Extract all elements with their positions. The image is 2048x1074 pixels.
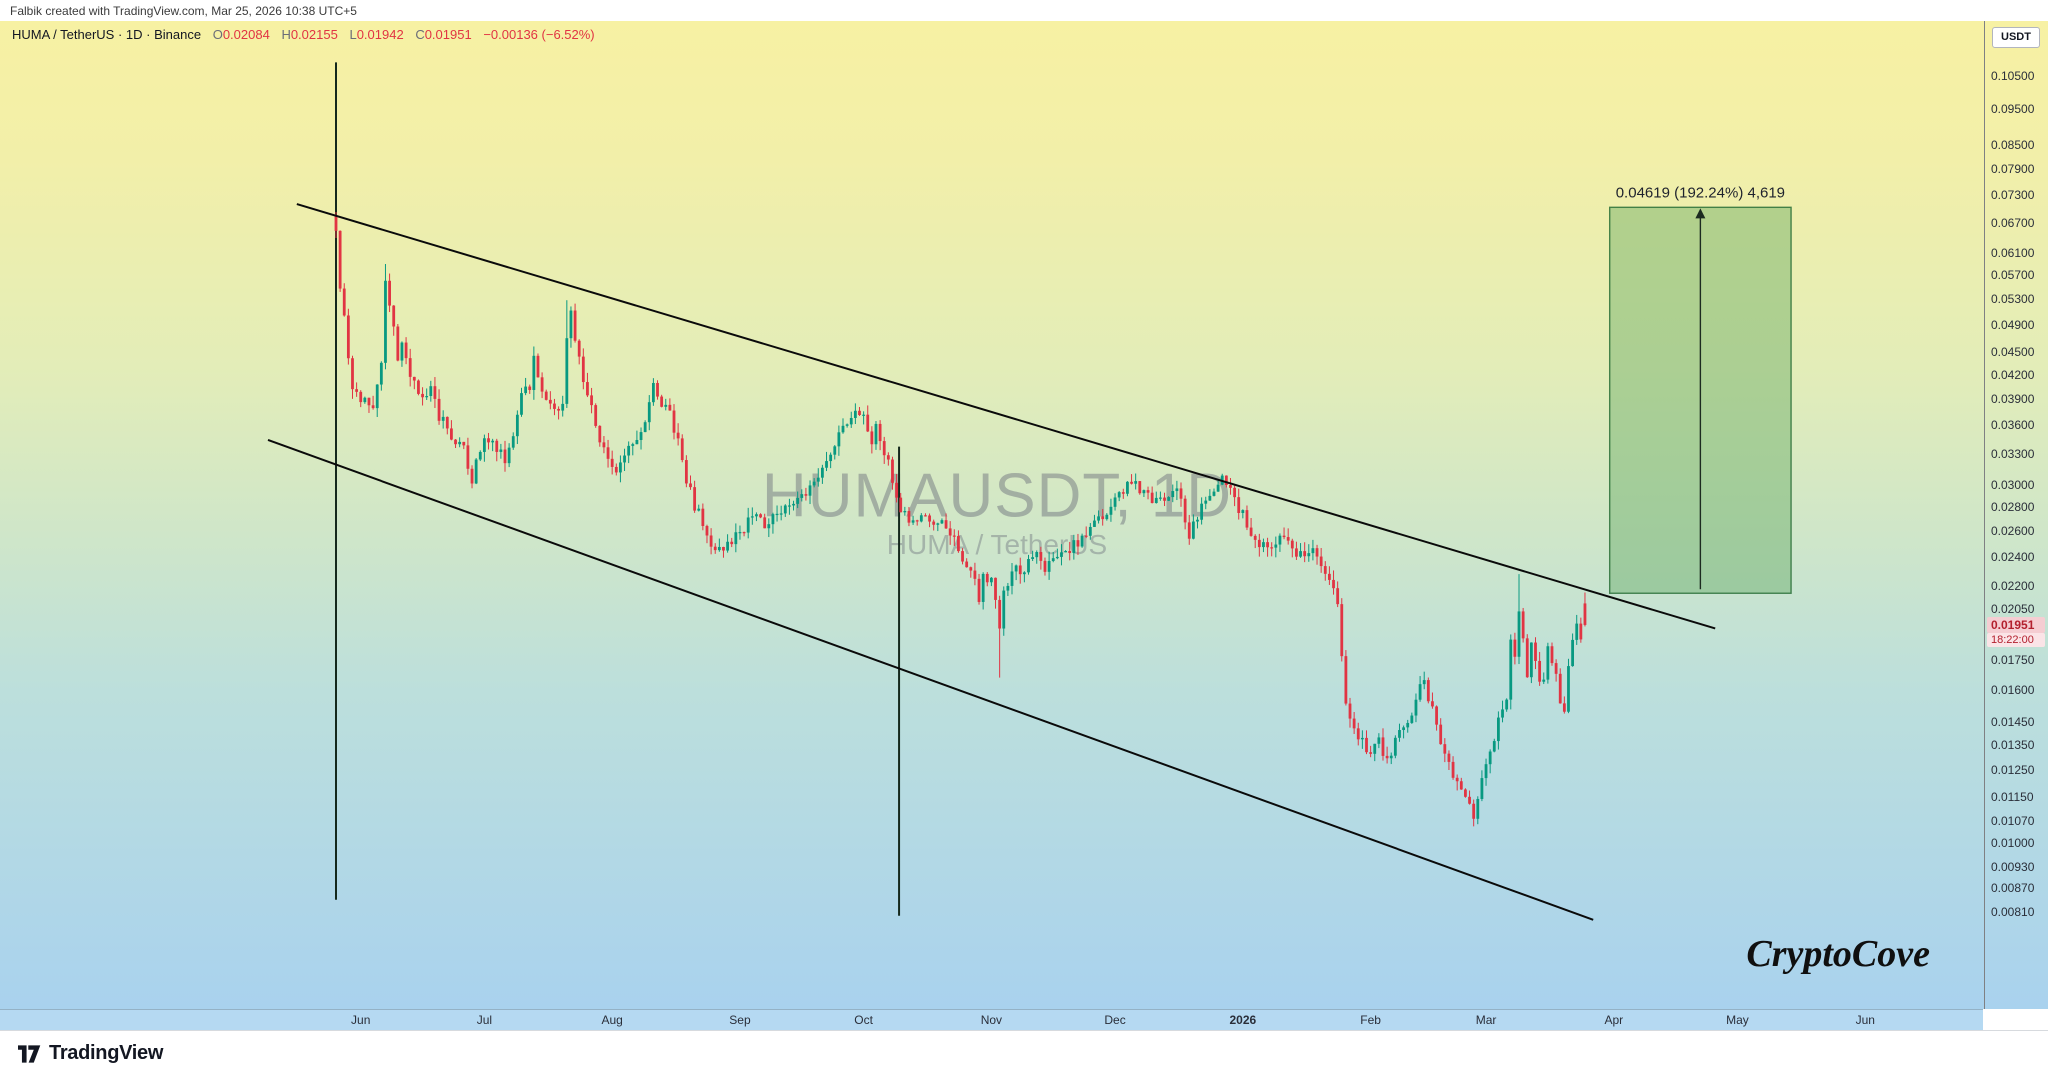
- price-tick: 0.09500: [1991, 101, 2035, 116]
- time-axis-label: Jun: [1855, 1013, 1875, 1027]
- price-tick: 0.00870: [1991, 881, 2035, 896]
- symbol-title[interactable]: HUMA / TetherUS · 1D · Binance: [12, 27, 202, 42]
- time-axis-label: Dec: [1104, 1013, 1126, 1027]
- price-tick: 0.02050: [1991, 601, 2035, 616]
- low-label: L: [349, 27, 357, 42]
- tradingview-logo-text: TradingView: [49, 1042, 164, 1064]
- price-tick: 0.03900: [1991, 392, 2035, 407]
- footer-bar: TradingView: [0, 1030, 2048, 1074]
- currency-toggle-button[interactable]: USDT: [1992, 27, 2040, 48]
- time-axis-label: 2026: [1229, 1013, 1257, 1027]
- time-axis-label: Mar: [1475, 1013, 1497, 1027]
- price-tick: 0.07900: [1991, 161, 2035, 176]
- symbol-header: HUMA / TetherUS · 1D · Binance O0.02084 …: [12, 27, 595, 42]
- price-tick: 0.01000: [1991, 835, 2035, 850]
- close-value: 0.01951: [424, 27, 472, 42]
- high-value: 0.02155: [290, 27, 338, 42]
- price-tick: 0.00810: [1991, 904, 2035, 919]
- price-tick: 0.06100: [1991, 246, 2035, 261]
- tradingview-logo[interactable]: TradingView: [18, 1042, 163, 1065]
- bar-countdown-badge: 18:22:00: [1987, 632, 2045, 647]
- price-tick: 0.00930: [1991, 859, 2035, 874]
- time-axis-label: Sep: [729, 1013, 751, 1027]
- price-tick: 0.04200: [1991, 367, 2035, 382]
- price-tick: 0.01350: [1991, 738, 2035, 753]
- time-axis-label: Feb: [1360, 1013, 1381, 1027]
- last-price-badge: 0.01951: [1987, 616, 2045, 633]
- time-axis-label: Nov: [980, 1013, 1003, 1027]
- change-value: −0.00136 (−6.52%): [483, 27, 595, 42]
- time-axis-label: May: [1726, 1013, 1749, 1027]
- price-tick: 0.03300: [1991, 446, 2035, 461]
- candlestick-series: [334, 212, 1587, 827]
- price-tick: 0.02200: [1991, 578, 2035, 593]
- time-axis[interactable]: Jun Jul Aug Sep Oct Nov Dec 2026 Feb Mar Apr May Jun: [0, 1009, 1983, 1031]
- price-tick: 0.08500: [1991, 137, 2035, 152]
- price-tick: 0.04500: [1991, 345, 2035, 360]
- price-tick: 0.01250: [1991, 763, 2035, 778]
- price-axis[interactable]: USDT 0.10500 0.09500 0.08500 0.07900 0.07300…: [1984, 21, 2048, 1009]
- price-tick: 0.01750: [1991, 653, 2035, 668]
- channel-upper-trendline[interactable]: [296, 203, 1716, 630]
- price-tick: 0.04900: [1991, 317, 2035, 332]
- price-tick: 0.06700: [1991, 215, 2035, 230]
- low-value: 0.01942: [356, 27, 404, 42]
- chart-gradient-background: [0, 21, 2048, 1009]
- price-tick: 0.05700: [1991, 268, 2035, 283]
- open-value: 0.02084: [222, 27, 270, 42]
- high-label: H: [281, 27, 291, 42]
- price-tick: 0.01070: [1991, 813, 2035, 828]
- price-tick: 0.05300: [1991, 291, 2035, 306]
- cryptocove-signature: CryptoCove: [1746, 933, 1930, 975]
- open-label: O: [212, 27, 223, 42]
- price-tick: 0.03000: [1991, 477, 2035, 492]
- projection-arrowhead: [1695, 208, 1706, 219]
- price-tick: 0.01450: [1991, 714, 2035, 729]
- price-tick: 0.10500: [1991, 69, 2035, 83]
- symbol-watermark-subtitle: HUMA / TetherUS: [886, 529, 1108, 560]
- time-axis-label: Jul: [476, 1013, 493, 1027]
- tradingview-logo-icon: [18, 1044, 42, 1063]
- price-tick: 0.01600: [1991, 682, 2035, 697]
- price-tick: 0.02800: [1991, 500, 2035, 515]
- time-axis-label: Apr: [1604, 1013, 1624, 1027]
- price-tick: 0.07300: [1991, 187, 2035, 202]
- price-tick: 0.02400: [1991, 550, 2035, 565]
- attribution-text: Falbik created with TradingView.com, Mar…: [10, 4, 357, 18]
- time-axis-label: Jun: [351, 1013, 371, 1027]
- channel-lower-trendline[interactable]: [267, 439, 1594, 921]
- price-tick: 0.01150: [1991, 790, 2034, 805]
- price-tick: 0.03600: [1991, 418, 2035, 433]
- projection-label: 0.04619 (192.24%) 4,619: [1616, 184, 1785, 201]
- price-tick: 0.02600: [1991, 524, 2035, 539]
- time-axis-label: Aug: [601, 1013, 623, 1027]
- close-label: C: [415, 27, 425, 42]
- time-axis-label: Oct: [854, 1013, 873, 1027]
